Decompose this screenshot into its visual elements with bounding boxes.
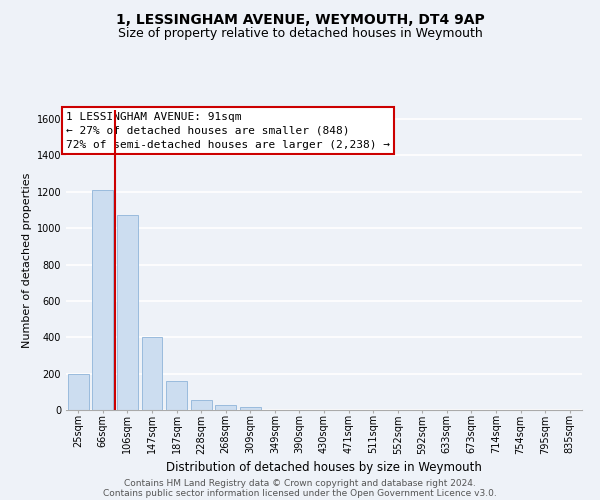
Bar	[142, 338, 163, 410]
Bar	[68, 374, 89, 410]
Y-axis label: Number of detached properties: Number of detached properties	[22, 172, 32, 348]
Text: Contains HM Land Registry data © Crown copyright and database right 2024.: Contains HM Land Registry data © Crown c…	[124, 478, 476, 488]
Text: 1, LESSINGHAM AVENUE, WEYMOUTH, DT4 9AP: 1, LESSINGHAM AVENUE, WEYMOUTH, DT4 9AP	[116, 12, 484, 26]
Bar	[191, 400, 212, 410]
Bar	[117, 216, 138, 410]
Bar	[240, 408, 261, 410]
Text: Contains public sector information licensed under the Open Government Licence v3: Contains public sector information licen…	[103, 488, 497, 498]
Text: Size of property relative to detached houses in Weymouth: Size of property relative to detached ho…	[118, 28, 482, 40]
Text: 1 LESSINGHAM AVENUE: 91sqm
← 27% of detached houses are smaller (848)
72% of sem: 1 LESSINGHAM AVENUE: 91sqm ← 27% of deta…	[66, 112, 390, 150]
Bar	[215, 406, 236, 410]
Bar	[166, 381, 187, 410]
Bar	[92, 190, 113, 410]
X-axis label: Distribution of detached houses by size in Weymouth: Distribution of detached houses by size …	[166, 460, 482, 473]
